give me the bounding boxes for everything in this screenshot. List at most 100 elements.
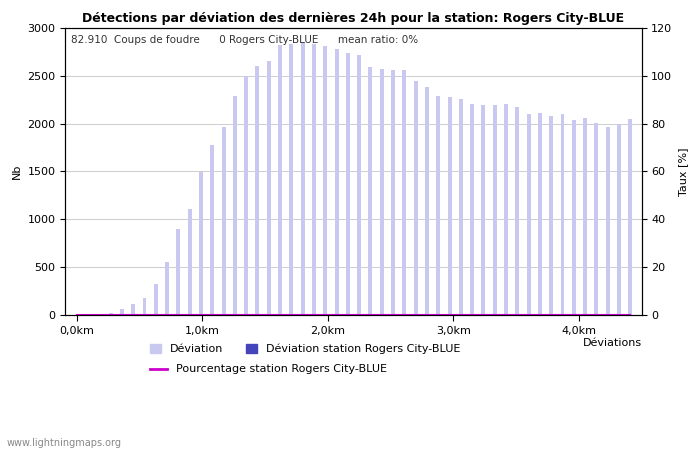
Text: 82.910  Coups de foudre      0 Rogers City-BLUE      mean ratio: 0%: 82.910 Coups de foudre 0 Rogers City-BLU…	[71, 35, 419, 45]
Bar	[165, 261, 169, 315]
Bar	[323, 46, 327, 315]
Pourcentage station Rogers City-BLUE	[412, 313, 420, 318]
Pourcentage station Rogers City-BLUE	[84, 313, 92, 318]
Pourcentage station Rogers City-BLUE	[434, 313, 442, 318]
Bar	[108, 312, 113, 315]
Bar	[629, 119, 632, 315]
Bar	[470, 104, 474, 315]
Pourcentage station Rogers City-BLUE	[445, 313, 454, 318]
Bar	[346, 54, 350, 315]
Pourcentage station Rogers City-BLUE	[118, 313, 126, 318]
Pourcentage station Rogers City-BLUE	[242, 313, 251, 318]
Bar	[97, 314, 102, 315]
Bar	[493, 105, 497, 315]
Bar	[176, 229, 181, 315]
Bar	[278, 45, 282, 315]
Pourcentage station Rogers City-BLUE	[332, 313, 341, 318]
Pourcentage station Rogers City-BLUE	[491, 313, 499, 318]
Bar	[188, 209, 192, 315]
Pourcentage station Rogers City-BLUE	[513, 313, 522, 318]
Bar	[210, 144, 214, 315]
Pourcentage station Rogers City-BLUE	[106, 313, 115, 318]
Pourcentage station Rogers City-BLUE	[73, 313, 81, 318]
Text: www.lightningmaps.org: www.lightningmaps.org	[7, 438, 122, 448]
Bar	[504, 104, 508, 315]
Pourcentage station Rogers City-BLUE	[231, 313, 239, 318]
Pourcentage station Rogers City-BLUE	[581, 313, 589, 318]
Pourcentage station Rogers City-BLUE	[163, 313, 172, 318]
Bar	[561, 114, 564, 315]
Bar	[222, 127, 225, 315]
Pourcentage station Rogers City-BLUE	[536, 313, 544, 318]
Pourcentage station Rogers City-BLUE	[377, 313, 386, 318]
Bar	[233, 96, 237, 315]
Pourcentage station Rogers City-BLUE	[524, 313, 533, 318]
Pourcentage station Rogers City-BLUE	[219, 313, 228, 318]
Pourcentage station Rogers City-BLUE	[197, 313, 205, 318]
Pourcentage station Rogers City-BLUE	[615, 313, 623, 318]
Pourcentage station Rogers City-BLUE	[186, 313, 194, 318]
Pourcentage station Rogers City-BLUE	[547, 313, 555, 318]
Bar	[131, 304, 135, 315]
Legend: Pourcentage station Rogers City-BLUE: Pourcentage station Rogers City-BLUE	[146, 360, 391, 379]
Text: Déviations: Déviations	[582, 338, 642, 348]
Y-axis label: Taux [%]: Taux [%]	[678, 147, 688, 196]
Pourcentage station Rogers City-BLUE	[423, 313, 431, 318]
Title: Détections par déviation des dernières 24h pour la station: Rogers City-BLUE: Détections par déviation des dernières 2…	[83, 12, 624, 25]
Bar	[143, 298, 146, 315]
Pourcentage station Rogers City-BLUE	[626, 313, 634, 318]
Bar	[289, 44, 293, 315]
Pourcentage station Rogers City-BLUE	[456, 313, 465, 318]
Bar	[583, 118, 587, 315]
Bar	[267, 61, 271, 315]
Bar	[120, 309, 124, 315]
Bar	[606, 127, 610, 315]
Bar	[312, 44, 316, 315]
Pourcentage station Rogers City-BLUE	[265, 313, 273, 318]
Bar	[538, 113, 542, 315]
Bar	[414, 81, 418, 315]
Pourcentage station Rogers City-BLUE	[174, 313, 183, 318]
Pourcentage station Rogers City-BLUE	[480, 313, 488, 318]
Bar	[459, 99, 463, 315]
Bar	[572, 120, 576, 315]
Pourcentage station Rogers City-BLUE	[152, 313, 160, 318]
Bar	[301, 43, 304, 315]
Pourcentage station Rogers City-BLUE	[253, 313, 262, 318]
Y-axis label: Nb: Nb	[12, 164, 22, 179]
Bar	[391, 70, 395, 315]
Pourcentage station Rogers City-BLUE	[344, 313, 352, 318]
Pourcentage station Rogers City-BLUE	[208, 313, 216, 318]
Pourcentage station Rogers City-BLUE	[559, 313, 567, 318]
Pourcentage station Rogers City-BLUE	[502, 313, 510, 318]
Pourcentage station Rogers City-BLUE	[603, 313, 612, 318]
Bar	[357, 55, 361, 315]
Bar	[436, 96, 440, 315]
Pourcentage station Rogers City-BLUE	[276, 313, 284, 318]
Bar	[447, 97, 452, 315]
Bar	[402, 70, 406, 315]
Bar	[550, 116, 553, 315]
Pourcentage station Rogers City-BLUE	[389, 313, 397, 318]
Bar	[617, 123, 621, 315]
Bar	[199, 172, 203, 315]
Pourcentage station Rogers City-BLUE	[129, 313, 137, 318]
Pourcentage station Rogers City-BLUE	[355, 313, 363, 318]
Bar	[368, 67, 372, 315]
Bar	[335, 49, 339, 315]
Bar	[425, 87, 429, 315]
Pourcentage station Rogers City-BLUE	[468, 313, 476, 318]
Pourcentage station Rogers City-BLUE	[95, 313, 104, 318]
Pourcentage station Rogers City-BLUE	[400, 313, 409, 318]
Pourcentage station Rogers City-BLUE	[570, 313, 578, 318]
Pourcentage station Rogers City-BLUE	[287, 313, 295, 318]
Pourcentage station Rogers City-BLUE	[140, 313, 148, 318]
Pourcentage station Rogers City-BLUE	[366, 313, 375, 318]
Bar	[515, 107, 519, 315]
Bar	[526, 114, 531, 315]
Bar	[154, 284, 158, 315]
Pourcentage station Rogers City-BLUE	[321, 313, 330, 318]
Bar	[256, 66, 260, 315]
Bar	[594, 122, 598, 315]
Bar	[380, 69, 384, 315]
